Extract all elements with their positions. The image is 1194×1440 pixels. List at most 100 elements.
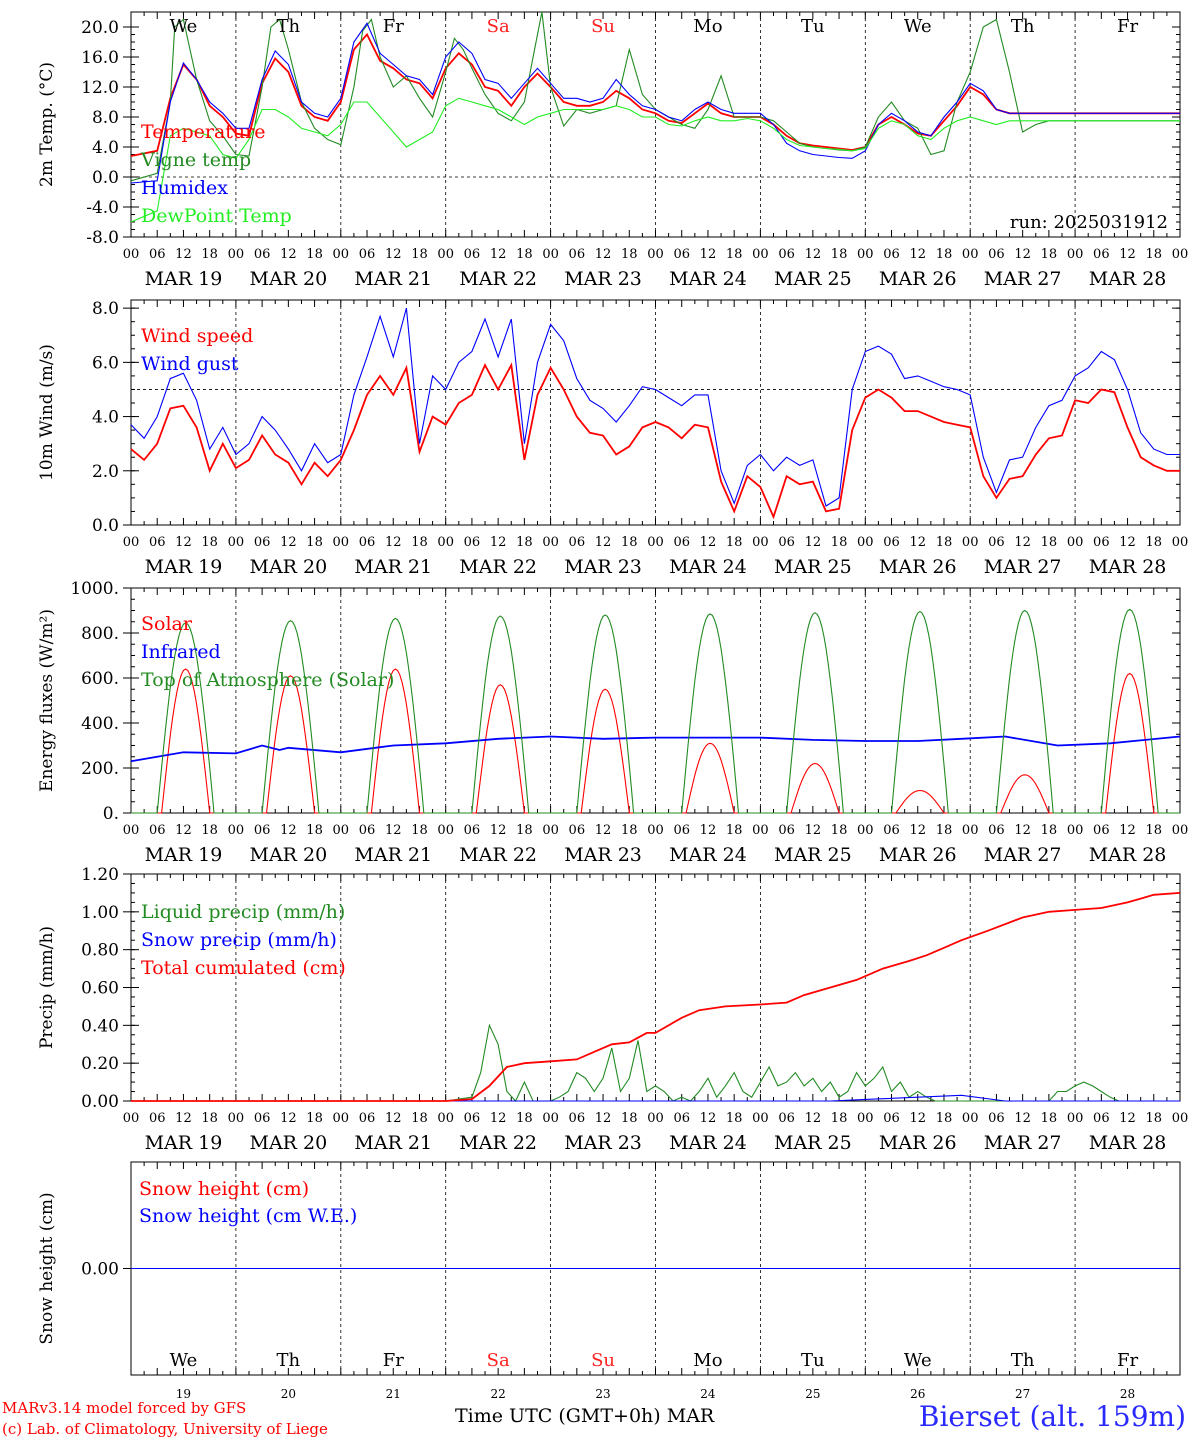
hour-tick-label: 12 xyxy=(385,1111,402,1126)
hour-tick-label: 18 xyxy=(726,1111,743,1126)
hour-tick-label: 06 xyxy=(673,823,690,838)
day-number-label: 26 xyxy=(910,1387,925,1400)
date-label: MAR 26 xyxy=(879,556,957,578)
hour-tick-label: 00 xyxy=(857,823,874,838)
series-line-temperature xyxy=(130,32,1180,157)
hour-tick-label: 00 xyxy=(857,247,874,262)
date-label: MAR 28 xyxy=(1089,844,1167,866)
weekday-label: Sa xyxy=(487,1350,510,1371)
hour-tick-label: 12 xyxy=(490,1111,507,1126)
hour-tick-label: 00 xyxy=(962,823,979,838)
hour-tick-label: 00 xyxy=(542,247,559,262)
date-label: MAR 19 xyxy=(145,556,223,578)
day-number-label: 22 xyxy=(491,1387,506,1400)
date-label: MAR 28 xyxy=(1089,1132,1167,1154)
date-label: MAR 21 xyxy=(354,556,432,578)
hour-tick-label: 12 xyxy=(175,1111,192,1126)
hour-tick-label: 18 xyxy=(936,535,953,550)
date-label: MAR 21 xyxy=(354,844,432,866)
hour-tick-label: 06 xyxy=(988,1111,1005,1126)
hour-tick-label: 06 xyxy=(569,823,586,838)
hour-tick-label: 18 xyxy=(201,1111,218,1126)
hour-tick-label: 18 xyxy=(516,1111,533,1126)
date-label: MAR 19 xyxy=(145,1132,223,1154)
hour-tick-label: 18 xyxy=(1146,535,1163,550)
hour-tick-label: 18 xyxy=(306,247,323,262)
hour-tick-label: 18 xyxy=(726,823,743,838)
hour-tick-label: 00 xyxy=(962,1111,979,1126)
hour-tick-label: 00 xyxy=(542,535,559,550)
hour-tick-label: 18 xyxy=(411,1111,428,1126)
y-tick-label: 1.00 xyxy=(81,903,119,923)
run-label: run: 2025031912 xyxy=(1010,212,1168,233)
hour-tick-label: 12 xyxy=(280,823,297,838)
model-credit-line1: MARv3.14 model forced by GFS xyxy=(2,1399,247,1417)
hour-tick-label: 00 xyxy=(962,535,979,550)
hour-tick-label: 12 xyxy=(280,1111,297,1126)
hour-tick-label: 06 xyxy=(254,823,271,838)
hour-tick-label: 12 xyxy=(175,247,192,262)
hour-tick-label: 00 xyxy=(647,247,664,262)
hour-tick-label: 18 xyxy=(306,1111,323,1126)
date-label: MAR 25 xyxy=(774,844,852,866)
hour-tick-label: 12 xyxy=(909,247,926,262)
y-tick-label: 400. xyxy=(81,714,119,734)
hour-tick-label: 12 xyxy=(909,535,926,550)
day-number-label: 19 xyxy=(176,1387,191,1400)
weekday-label: We xyxy=(904,1350,932,1371)
hour-tick-label: 06 xyxy=(1093,1111,1110,1126)
series-line-infrared xyxy=(130,735,1181,763)
date-label: MAR 26 xyxy=(879,268,957,290)
hour-tick-label: 12 xyxy=(385,247,402,262)
date-label: MAR 25 xyxy=(774,1132,852,1154)
day-number-label: 28 xyxy=(1120,1387,1135,1400)
hour-tick-label: 12 xyxy=(385,823,402,838)
hour-tick-label: 12 xyxy=(700,1111,717,1126)
date-label: MAR 22 xyxy=(459,1132,537,1154)
weekday-label: Th xyxy=(277,1350,301,1371)
legend-entry: Infrared xyxy=(141,641,221,663)
legend-entry: Temperature xyxy=(141,121,265,143)
hour-tick-label: 06 xyxy=(778,823,795,838)
legend-entry: Top of Atmosphere (Solar) xyxy=(141,669,394,691)
weekday-label: Th xyxy=(277,16,301,37)
series-line-humidex xyxy=(130,22,1180,184)
legend-entry: Solar xyxy=(141,613,193,635)
hour-tick-label: 12 xyxy=(385,535,402,550)
legend-entry: Total cumulated (cm) xyxy=(141,957,346,979)
y-tick-label: 4.0 xyxy=(92,138,119,158)
hour-tick-label: 18 xyxy=(1146,1111,1163,1126)
hour-tick-label: 12 xyxy=(1014,247,1031,262)
hour-tick-label: 18 xyxy=(516,247,533,262)
hour-tick-label: 06 xyxy=(988,247,1005,262)
meteogram-chart: 20.0 16.0 12.0 8.0 4.0 0.0 -4.0 -8.0 2m Temp. (°… xyxy=(37,11,1188,1400)
date-label: MAR 24 xyxy=(669,556,747,578)
y-tick-label: 0.60 xyxy=(81,979,119,999)
date-label: MAR 26 xyxy=(879,844,957,866)
hour-tick-label: 12 xyxy=(1119,535,1136,550)
y-tick-label: -8.0 xyxy=(86,228,119,248)
hour-tick-label: 18 xyxy=(726,247,743,262)
hour-tick-label: 18 xyxy=(1041,247,1058,262)
y-tick-label: 200. xyxy=(81,759,119,779)
y-tick-label: 12.0 xyxy=(81,78,119,98)
y-tick-label: 0.20 xyxy=(81,1054,119,1074)
hour-tick-label: 18 xyxy=(726,535,743,550)
hour-tick-label: 18 xyxy=(201,535,218,550)
panel-2 xyxy=(123,299,1181,526)
legend-entry: Vigne temp xyxy=(140,149,251,171)
hour-tick-label: 12 xyxy=(1119,247,1136,262)
y-tick-label: 0.0 xyxy=(92,516,119,536)
y-tick-label: 0.00 xyxy=(81,1260,119,1280)
date-label: MAR 26 xyxy=(879,1132,957,1154)
date-label: MAR 27 xyxy=(984,1132,1062,1154)
hour-tick-label: 06 xyxy=(464,535,481,550)
hour-tick-label: 18 xyxy=(621,823,638,838)
date-label: MAR 22 xyxy=(459,268,537,290)
day-number-label: 21 xyxy=(386,1387,401,1400)
date-label: MAR 28 xyxy=(1089,556,1167,578)
hour-tick-label: 12 xyxy=(595,247,612,262)
hour-tick-label: 06 xyxy=(359,535,376,550)
hour-tick-label: 00 xyxy=(1067,247,1084,262)
hour-tick-label: 06 xyxy=(254,535,271,550)
